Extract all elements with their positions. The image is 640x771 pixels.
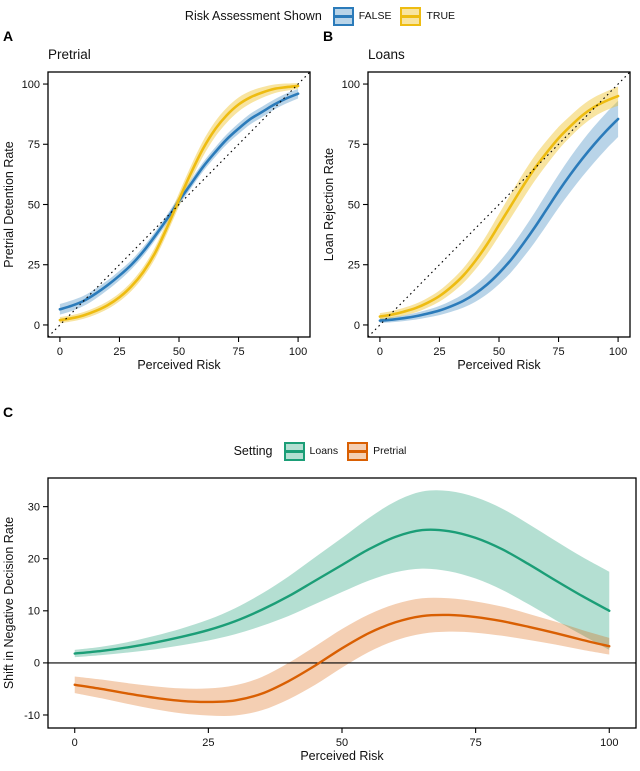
panel-a-letter: A [3, 28, 14, 44]
panel-title: Loans [368, 47, 405, 62]
true-key-swatch [400, 6, 422, 26]
true-key-line [402, 14, 420, 18]
setting-legend: Setting Loans Pretrial [0, 438, 640, 464]
loans-true-curve [378, 94, 620, 318]
x-tick-label: 0 [377, 346, 383, 358]
y-axis-title: Loan Rejection Rate [322, 148, 336, 261]
x-axis-title: Perceived Risk [137, 358, 221, 372]
y-tick-label: -10 [24, 710, 40, 722]
setting-legend-title: Setting [233, 444, 273, 458]
loans-true-ribbon [379, 86, 619, 320]
panel-b-letter: B [323, 28, 334, 44]
x-tick-label: 100 [600, 737, 618, 749]
pretrial-key-swatch [347, 441, 369, 461]
loans-false-ribbon [379, 100, 619, 324]
x-tick-label: 75 [232, 346, 244, 358]
risk-assessment-legend: Risk Assessment Shown FALSE TRUE [0, 3, 640, 29]
pretrial-key-line [349, 449, 367, 453]
y-tick-label: 50 [348, 199, 360, 211]
x-tick-label: 75 [470, 737, 482, 749]
x-tick-label: 25 [202, 737, 214, 749]
shift-loans-curve [73, 528, 611, 655]
y-tick-label: 0 [354, 320, 360, 332]
x-tick-label: 0 [57, 346, 63, 358]
x-tick-label: 0 [72, 737, 78, 749]
shift-loans-ribbon [74, 490, 610, 658]
x-tick-label: 25 [113, 346, 125, 358]
pretrial-label: Pretrial [373, 445, 407, 457]
x-tick-label: 75 [552, 346, 564, 358]
loans-false-curve [378, 117, 620, 322]
legend-item-pretrial: Pretrial [347, 441, 407, 461]
risk-assessment-legend-title: Risk Assessment Shown [184, 9, 322, 23]
x-axis-title: Perceived Risk [457, 358, 541, 372]
legend-item-loans: Loans [283, 441, 339, 461]
pretrial-true-curve [58, 84, 300, 322]
false-key-line [334, 14, 352, 18]
x-tick-label: 100 [609, 346, 627, 358]
y-tick-label: 0 [34, 658, 40, 670]
y-tick-label: 25 [348, 260, 360, 272]
y-axis-title: Pretrial Detention Rate [2, 141, 16, 268]
y-tick-label: 10 [28, 606, 40, 618]
loans-key-swatch [283, 441, 305, 461]
true-label: TRUE [426, 10, 456, 22]
legend-item-false: FALSE [332, 6, 392, 26]
y-tick-label: 100 [22, 79, 40, 91]
identity-dotted-line [48, 72, 310, 337]
y-tick-label: 0 [34, 320, 40, 332]
y-tick-label: 75 [28, 139, 40, 151]
y-axis-title: Shift in Negative Decision Rate [2, 517, 16, 689]
false-label: FALSE [358, 10, 392, 22]
panel-title: Pretrial [48, 47, 91, 62]
shift-pretrial-ribbon [74, 597, 610, 716]
x-tick-label: 50 [493, 346, 505, 358]
false-key-swatch [332, 6, 354, 26]
loans-label: Loans [309, 445, 339, 457]
panel-a-chart: 0 25 50 75 100 0 25 50 75 100 Perceived Risk Pretri… [2, 47, 311, 372]
panel-b-chart: 0 25 50 75 100 0 25 50 75 100 Perceived Risk Loan R… [322, 47, 631, 372]
y-tick-label: 75 [348, 139, 360, 151]
panel-c-chart: 0 25 50 75 100 -10 0 10 20 30 Perceived Risk Shift … [2, 477, 637, 763]
y-tick-label: 100 [342, 79, 360, 91]
x-tick-label: 50 [173, 346, 185, 358]
x-tick-label: 25 [433, 346, 445, 358]
shift-pretrial-curve [73, 613, 611, 704]
x-tick-label: 50 [336, 737, 348, 749]
panel-c-letter: C [3, 404, 14, 420]
x-axis-title: Perceived Risk [300, 749, 384, 763]
x-tick-label: 100 [289, 346, 307, 358]
legend-item-true: TRUE [400, 6, 456, 26]
loans-key-line [285, 449, 303, 453]
y-tick-label: 20 [28, 554, 40, 566]
y-tick-label: 30 [28, 501, 40, 513]
y-tick-label: 25 [28, 260, 40, 272]
y-tick-label: 50 [28, 199, 40, 211]
identity-dotted-line [368, 72, 630, 337]
